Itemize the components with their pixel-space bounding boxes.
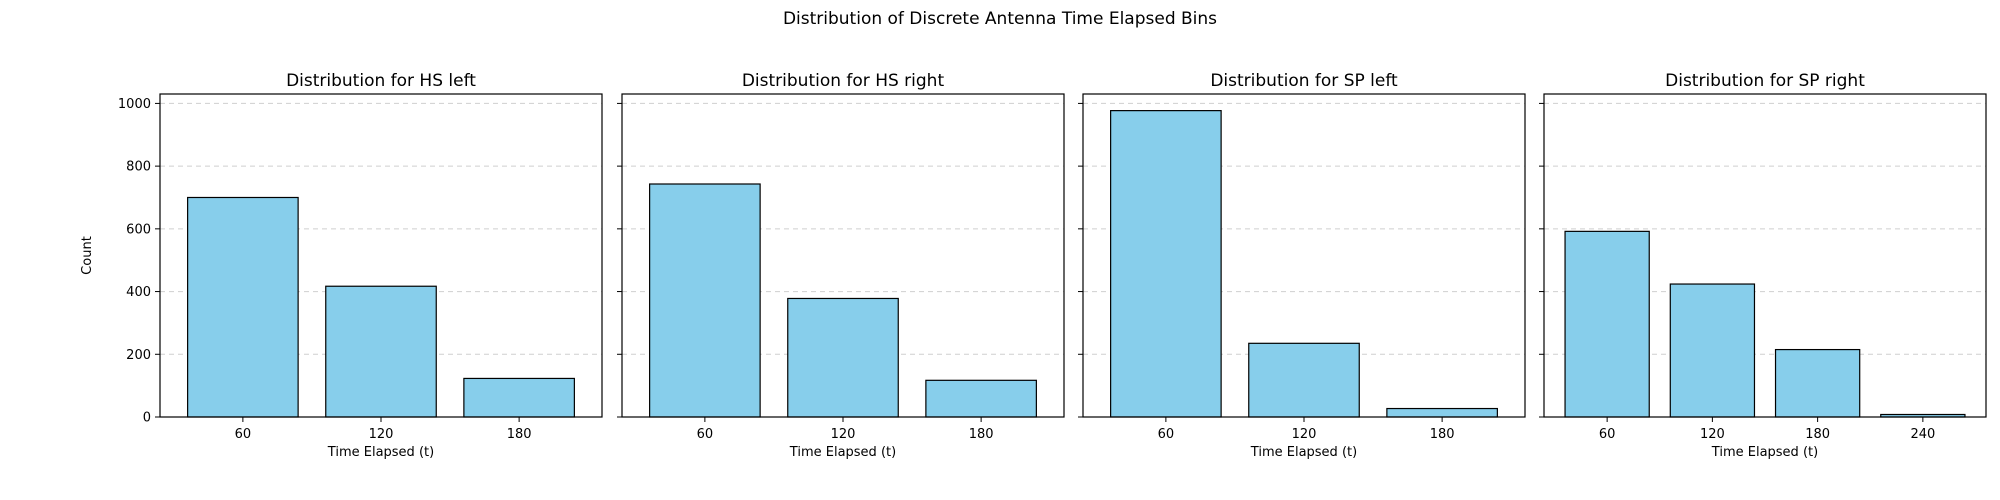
x-tick-label: 120 [1292, 427, 1317, 442]
bar-120 [1669, 283, 1756, 418]
bar-180 [925, 379, 1037, 418]
x-axis-label: Time Elapsed (t) [789, 445, 896, 460]
x-tick-label: 180 [969, 427, 994, 442]
y-tick-label: 800 [126, 160, 151, 175]
x-tick-label: 180 [1430, 427, 1455, 442]
x-tick-label: 60 [1158, 427, 1175, 442]
bar-60 [1564, 230, 1650, 418]
chart-panel-2: 60 120 180 Distribution for HS right Time El… [617, 71, 1065, 460]
x-tick-label: 180 [1805, 427, 1830, 442]
panel-title: Distribution for HS right [742, 71, 945, 91]
x-tick-label: 60 [235, 427, 252, 442]
panel-title: Distribution for SP right [1665, 71, 1865, 91]
x-axis-label: Time Elapsed (t) [327, 445, 434, 460]
y-tick-label: 1000 [118, 97, 151, 112]
chart-panel-1: 0 200 400 600 800 1000 60 120 180 Distribution fo… [80, 71, 603, 460]
x-tick-label: 60 [697, 427, 714, 442]
x-tick-label: 120 [369, 427, 394, 442]
x-axis-label: Time Elapsed (t) [1711, 445, 1818, 460]
bar-180 [1774, 348, 1861, 418]
x-tick-label: 120 [831, 427, 856, 442]
x-tick-label: 120 [1700, 427, 1725, 442]
bar-120 [325, 285, 437, 418]
x-tick-label: 60 [1599, 427, 1616, 442]
plot-frame [1543, 93, 1987, 418]
x-tick-label: 180 [507, 427, 532, 442]
figure-title: Distribution of Discrete Antenna Time El… [783, 9, 1217, 29]
bar-60 [649, 183, 761, 418]
chart-panels: 0 200 400 600 800 1000 60 120 180 Distribution fo… [80, 71, 1987, 460]
x-tick-label: 240 [1910, 427, 1935, 442]
x-axis-label: Time Elapsed (t) [1250, 445, 1357, 460]
panel-title: Distribution for HS left [286, 71, 476, 91]
bar-180 [1386, 407, 1498, 418]
y-tick-label: 0 [143, 411, 151, 426]
bar-60 [187, 196, 299, 418]
chart-panel-3: 60 120 180 Distribution for SP left Time Ela… [1078, 71, 1526, 460]
chart-panel-4: 60 120 180 240 Distribution for SP right Time… [1539, 71, 1987, 460]
y-tick-label: 600 [126, 222, 151, 237]
panel-title: Distribution for SP left [1210, 71, 1398, 91]
bar-60 [1110, 110, 1222, 418]
y-tick-label: 400 [126, 285, 151, 300]
y-axis-label: Count [80, 236, 95, 275]
y-tick-label: 200 [126, 348, 151, 363]
bar-120 [787, 297, 899, 418]
bar-180 [463, 377, 575, 418]
bar-120 [1248, 342, 1360, 418]
